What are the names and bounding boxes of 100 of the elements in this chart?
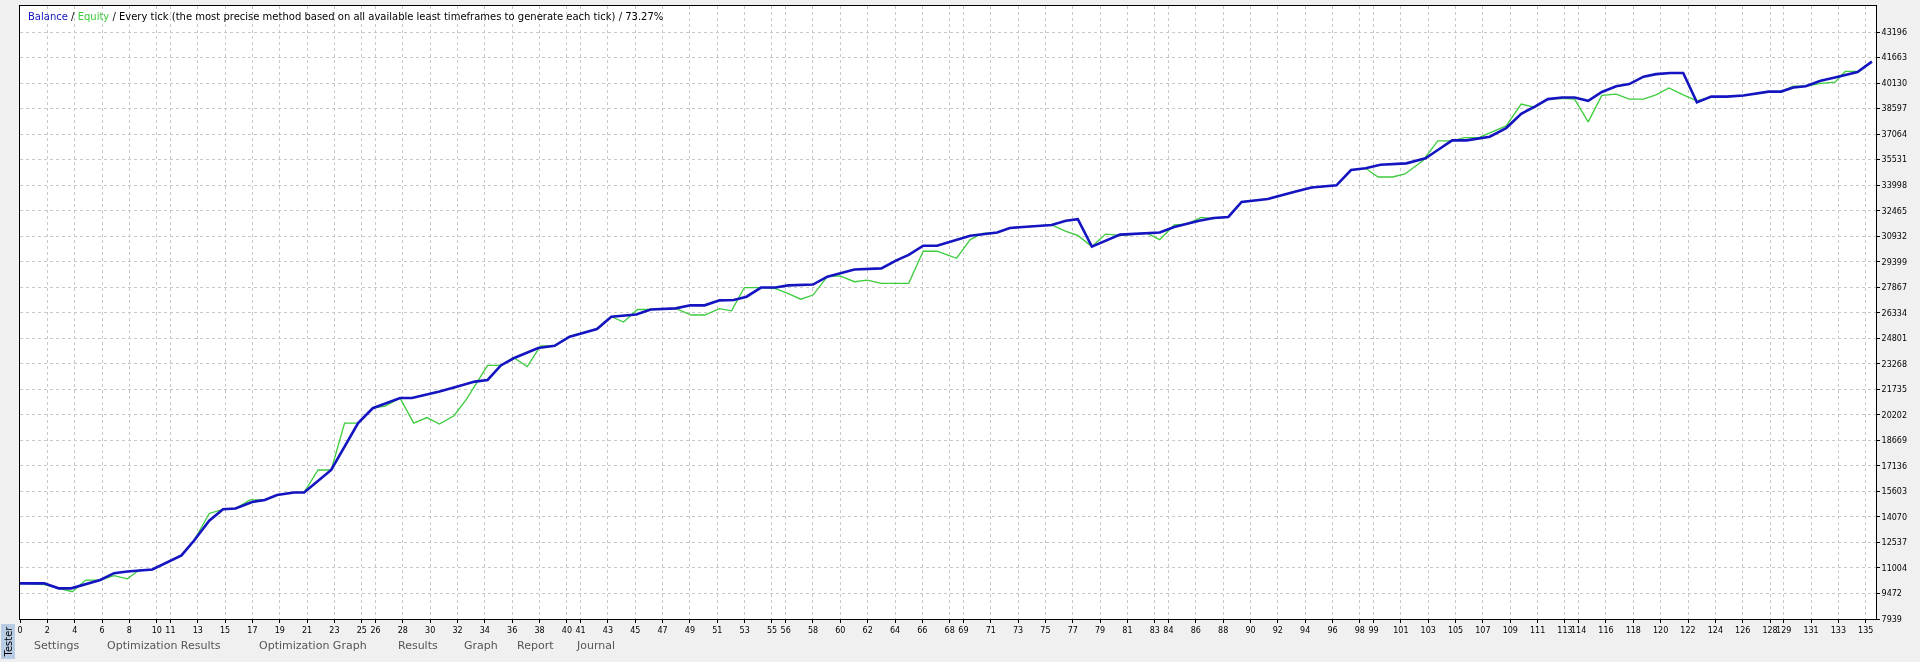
text: Results	[398, 639, 438, 652]
text: Equity	[77, 11, 110, 22]
x-tick-label: 75	[1040, 625, 1051, 635]
y-tick-label: 43196	[1881, 27, 1908, 37]
y-tick-label: 40130	[1881, 78, 1908, 88]
y-tick-label: 38597	[1881, 104, 1908, 114]
text: Optimization Graph	[259, 639, 367, 652]
x-tick-label: 111	[1529, 625, 1546, 635]
x-tick-label: 40	[561, 625, 572, 635]
x-tick-label: 124	[1707, 625, 1723, 635]
x-tick-label: 84	[1163, 625, 1174, 635]
x-tick-label: 129	[1776, 625, 1792, 635]
x-tick-label: 68	[944, 625, 955, 635]
x-tick-label: 13	[192, 625, 203, 635]
x-tick-label: 43	[602, 625, 613, 635]
x-tick-label: 64	[889, 625, 901, 635]
text: Journal	[576, 639, 616, 652]
x-tick-label: 105	[1447, 625, 1464, 635]
x-tick-label: 133	[1830, 625, 1847, 635]
x-tick-label: 99	[1368, 625, 1379, 635]
y-tick-label: 37064	[1881, 129, 1908, 139]
y-tick-label: 17136	[1881, 461, 1908, 471]
x-tick-label: 0	[17, 625, 23, 635]
x-tick-label: 92	[1272, 625, 1283, 635]
x-tick-label: 36	[507, 625, 518, 635]
x-tick-label: 49	[684, 625, 696, 635]
y-tick-label: 24801	[1881, 334, 1908, 344]
x-tick-label: 90	[1245, 625, 1256, 635]
x-tick-label: 120	[1653, 625, 1669, 635]
x-tick-label: 34	[479, 625, 490, 635]
x-tick-label: 135	[1858, 625, 1874, 635]
x-tick-label: 79	[1095, 625, 1106, 635]
x-tick-label: 26	[370, 625, 381, 635]
x-tick-label: 77	[1067, 625, 1078, 635]
x-tick-label: 2	[44, 625, 50, 635]
x-tick-label: 28	[397, 625, 408, 635]
x-tick-label: 66	[917, 625, 928, 635]
x-tick-label: 23	[329, 625, 340, 635]
x-tick-label: 122	[1680, 625, 1696, 635]
y-tick-label: 33998	[1881, 180, 1908, 190]
text: Tester	[2, 625, 14, 658]
x-tick-label: 103	[1420, 625, 1436, 635]
x-tick-label: 15	[219, 625, 231, 635]
x-tick-label: 47	[657, 625, 668, 635]
x-tick-label: 126	[1735, 625, 1751, 635]
x-tick-label: 55	[766, 625, 778, 635]
x-tick-label: 56	[780, 625, 791, 635]
x-tick-label: 83	[1149, 625, 1160, 635]
y-tick-label: 26334	[1881, 308, 1908, 318]
annotation: /	[71, 11, 75, 22]
y-tick-label: 7939	[1881, 614, 1902, 624]
y-tick-label: 18669	[1881, 436, 1908, 446]
x-tick-label: 86	[1190, 625, 1201, 635]
x-tick-label: 109	[1502, 625, 1518, 635]
y-tick-label: 12537	[1881, 538, 1908, 548]
y-tick-label: 32465	[1881, 206, 1908, 216]
x-tick-label: 17	[247, 625, 258, 635]
text: Report	[517, 639, 555, 652]
x-tick-label: 113	[1557, 625, 1573, 635]
x-tick-label: 62	[862, 625, 873, 635]
text: Graph	[464, 639, 498, 652]
y-tick-label: 21735	[1881, 385, 1908, 395]
x-tick-label: 30	[425, 625, 436, 635]
y-tick-label: 30932	[1881, 232, 1908, 242]
y-tick-label: 9472	[1881, 589, 1902, 599]
x-tick-label: 96	[1327, 625, 1338, 635]
x-tick-label: 118	[1625, 625, 1641, 635]
y-tick-label: 20202	[1881, 410, 1908, 420]
x-tick-label: 25	[356, 625, 367, 635]
x-tick-label: 116	[1598, 625, 1614, 635]
x-tick-label: 38	[534, 625, 545, 635]
y-tick-label: 23268	[1881, 359, 1908, 369]
text: Settings	[34, 639, 80, 652]
x-tick-label: 11	[165, 625, 176, 635]
x-tick-label: 8	[126, 625, 132, 635]
text: Optimization Results	[107, 639, 221, 652]
x-tick-label: 73	[1012, 625, 1024, 635]
x-tick-label: 6	[99, 625, 105, 635]
x-tick-label: 10	[151, 625, 162, 635]
x-tick-label: 88	[1218, 625, 1229, 635]
x-tick-label: 58	[807, 625, 819, 635]
x-tick-label: 71	[985, 625, 996, 635]
x-tick-label: 98	[1354, 625, 1365, 635]
y-tick-label: 15603	[1881, 487, 1908, 497]
x-tick-label: 19	[274, 625, 285, 635]
y-tick-label: 29399	[1881, 257, 1908, 267]
x-tick-label: 51	[712, 625, 723, 635]
x-tick-label: 81	[1122, 625, 1133, 635]
x-tick-label: 128	[1762, 625, 1778, 635]
x-tick-label: 21	[302, 625, 313, 635]
y-tick-label: 11004	[1881, 563, 1908, 573]
x-tick-label: 101	[1393, 625, 1409, 635]
x-tick-label: 45	[630, 625, 641, 635]
x-tick-label: 60	[835, 625, 846, 635]
x-tick-label: 94	[1300, 625, 1311, 635]
y-tick-label: 35531	[1881, 155, 1908, 165]
x-tick-label: 32	[452, 625, 463, 635]
y-tick-label: 27867	[1881, 283, 1908, 293]
text: / Every tick (the most precise method based on all available least timeframes to generate each tick) / 73.27%	[112, 11, 664, 22]
x-tick-label: 4	[72, 625, 78, 635]
